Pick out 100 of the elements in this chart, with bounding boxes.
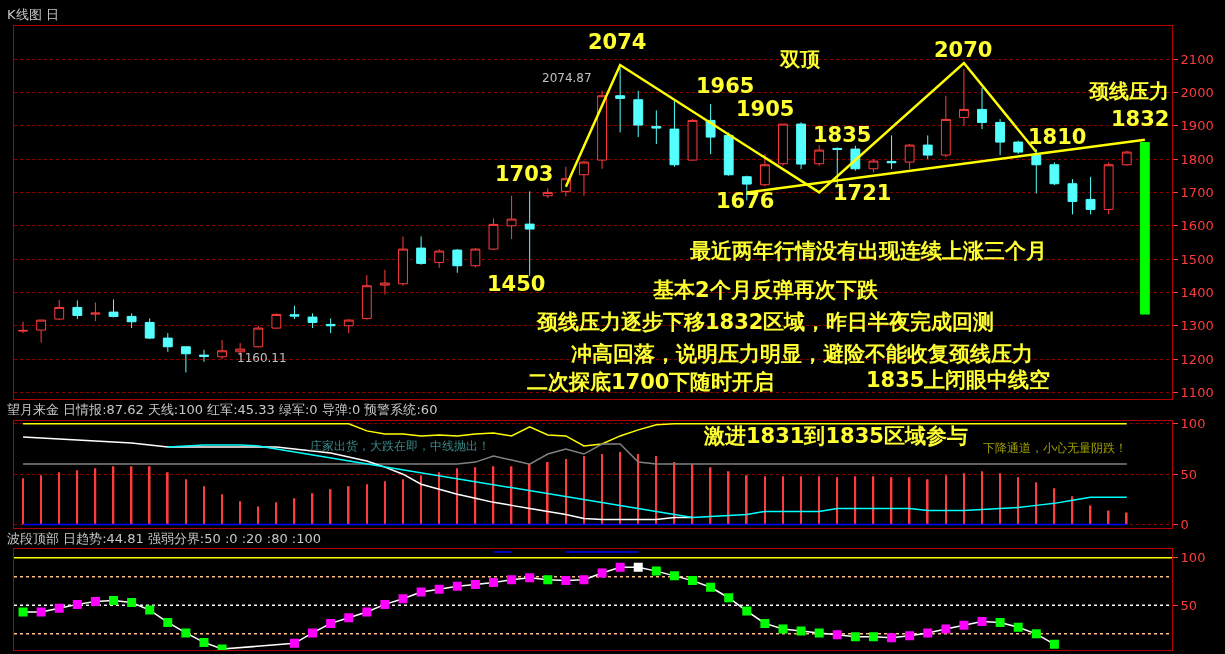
candlestick bbox=[832, 146, 843, 186]
point bbox=[1031, 629, 1041, 639]
point bbox=[525, 573, 535, 583]
bar bbox=[366, 484, 368, 525]
candlestick bbox=[54, 299, 65, 321]
candlestick bbox=[90, 301, 101, 322]
bar bbox=[185, 479, 187, 525]
point bbox=[633, 562, 643, 572]
point bbox=[434, 584, 444, 594]
candlestick bbox=[470, 247, 481, 268]
point bbox=[814, 628, 824, 638]
bar bbox=[963, 473, 965, 525]
candlestick bbox=[1049, 161, 1060, 186]
point bbox=[669, 571, 679, 581]
chart-title: 波段顶部 日趋势:44.81 强弱分界:50 :0 :20 :80 :100 bbox=[7, 531, 321, 546]
point bbox=[543, 575, 553, 585]
annotation: 1905 bbox=[736, 97, 795, 121]
candlestick bbox=[1103, 161, 1114, 215]
bar bbox=[727, 471, 730, 525]
point bbox=[326, 618, 336, 628]
bar bbox=[836, 477, 839, 525]
annotation: 冲高回落，说明压力明显，避险不能收复颈线压力 bbox=[571, 342, 1033, 366]
candlestick bbox=[325, 317, 336, 334]
candlestick bbox=[868, 158, 879, 173]
annotation: 1835 bbox=[813, 123, 872, 147]
annotation: 1721 bbox=[833, 181, 892, 205]
point bbox=[1049, 639, 1059, 649]
bar bbox=[745, 475, 748, 525]
candlestick bbox=[904, 143, 915, 170]
candlestick bbox=[126, 312, 137, 329]
bar bbox=[601, 454, 603, 525]
point bbox=[488, 578, 498, 588]
y-tick-label: 1600 bbox=[1180, 218, 1214, 234]
point bbox=[923, 628, 933, 638]
chart-title: K线图 日 bbox=[7, 7, 59, 22]
candlestick bbox=[180, 346, 191, 373]
y-tick-label: 2100 bbox=[1180, 51, 1214, 67]
candlestick bbox=[778, 123, 788, 167]
point bbox=[163, 617, 173, 627]
annotation: 1160.11 bbox=[237, 351, 287, 365]
candlestick bbox=[361, 274, 372, 321]
point bbox=[127, 597, 137, 607]
point bbox=[145, 605, 155, 615]
candlestick bbox=[958, 68, 969, 127]
candlestick bbox=[108, 298, 119, 318]
bar bbox=[402, 479, 404, 525]
point bbox=[905, 631, 915, 641]
point bbox=[724, 593, 734, 603]
candlestick bbox=[488, 217, 499, 251]
point bbox=[199, 637, 209, 647]
y-tick-label: 2000 bbox=[1180, 84, 1214, 100]
bar bbox=[619, 452, 621, 525]
bar bbox=[583, 456, 585, 525]
candlestick bbox=[434, 248, 445, 269]
bar bbox=[764, 476, 766, 525]
annotation: 下降通道，小心无量阴跌！ bbox=[983, 441, 1127, 455]
candlestick bbox=[922, 134, 933, 160]
chart-title: 望月来金 日情报:87.62 天线:100 红军:45.33 绿军:0 导弹:0 预警系统:60 bbox=[7, 402, 438, 417]
candlestick bbox=[542, 187, 553, 199]
bar bbox=[420, 475, 422, 525]
candlestick bbox=[995, 118, 1006, 156]
candlestick bbox=[343, 318, 354, 334]
candlestick bbox=[379, 269, 390, 295]
annotation: 最近两年行情没有出现连续上涨三个月 bbox=[689, 239, 1047, 263]
candlestick bbox=[1013, 140, 1024, 155]
candlestick bbox=[723, 131, 734, 177]
point bbox=[1013, 622, 1023, 632]
candlestick bbox=[759, 153, 770, 187]
point bbox=[688, 576, 698, 586]
candlestick bbox=[651, 109, 662, 145]
point bbox=[72, 599, 82, 609]
point bbox=[416, 587, 426, 597]
candlestick bbox=[398, 235, 408, 287]
candlestick bbox=[814, 144, 825, 167]
candlestick bbox=[144, 317, 155, 340]
candlestick bbox=[796, 121, 807, 170]
point bbox=[109, 596, 119, 606]
bar bbox=[1035, 482, 1038, 525]
candlestick bbox=[18, 321, 28, 334]
candlestick bbox=[977, 87, 987, 130]
y-tick-label: 0 bbox=[1180, 517, 1189, 533]
candlestick bbox=[633, 90, 644, 138]
bar bbox=[945, 475, 947, 525]
candlestick bbox=[253, 325, 264, 348]
candlestick bbox=[307, 312, 318, 329]
y-tick-label: 50 bbox=[1180, 597, 1198, 613]
point bbox=[470, 579, 480, 589]
bar bbox=[76, 470, 79, 525]
bar bbox=[818, 476, 820, 525]
annotation: 2074.87 bbox=[542, 71, 592, 85]
point bbox=[579, 575, 589, 585]
bar bbox=[40, 475, 42, 525]
candlestick bbox=[1067, 178, 1078, 215]
candlestick bbox=[687, 118, 698, 162]
bar bbox=[981, 471, 983, 525]
point bbox=[597, 568, 607, 578]
y-tick-label: 1100 bbox=[1180, 384, 1214, 400]
bar bbox=[438, 472, 441, 525]
point bbox=[18, 607, 28, 617]
annotation: 1965 bbox=[696, 74, 755, 98]
